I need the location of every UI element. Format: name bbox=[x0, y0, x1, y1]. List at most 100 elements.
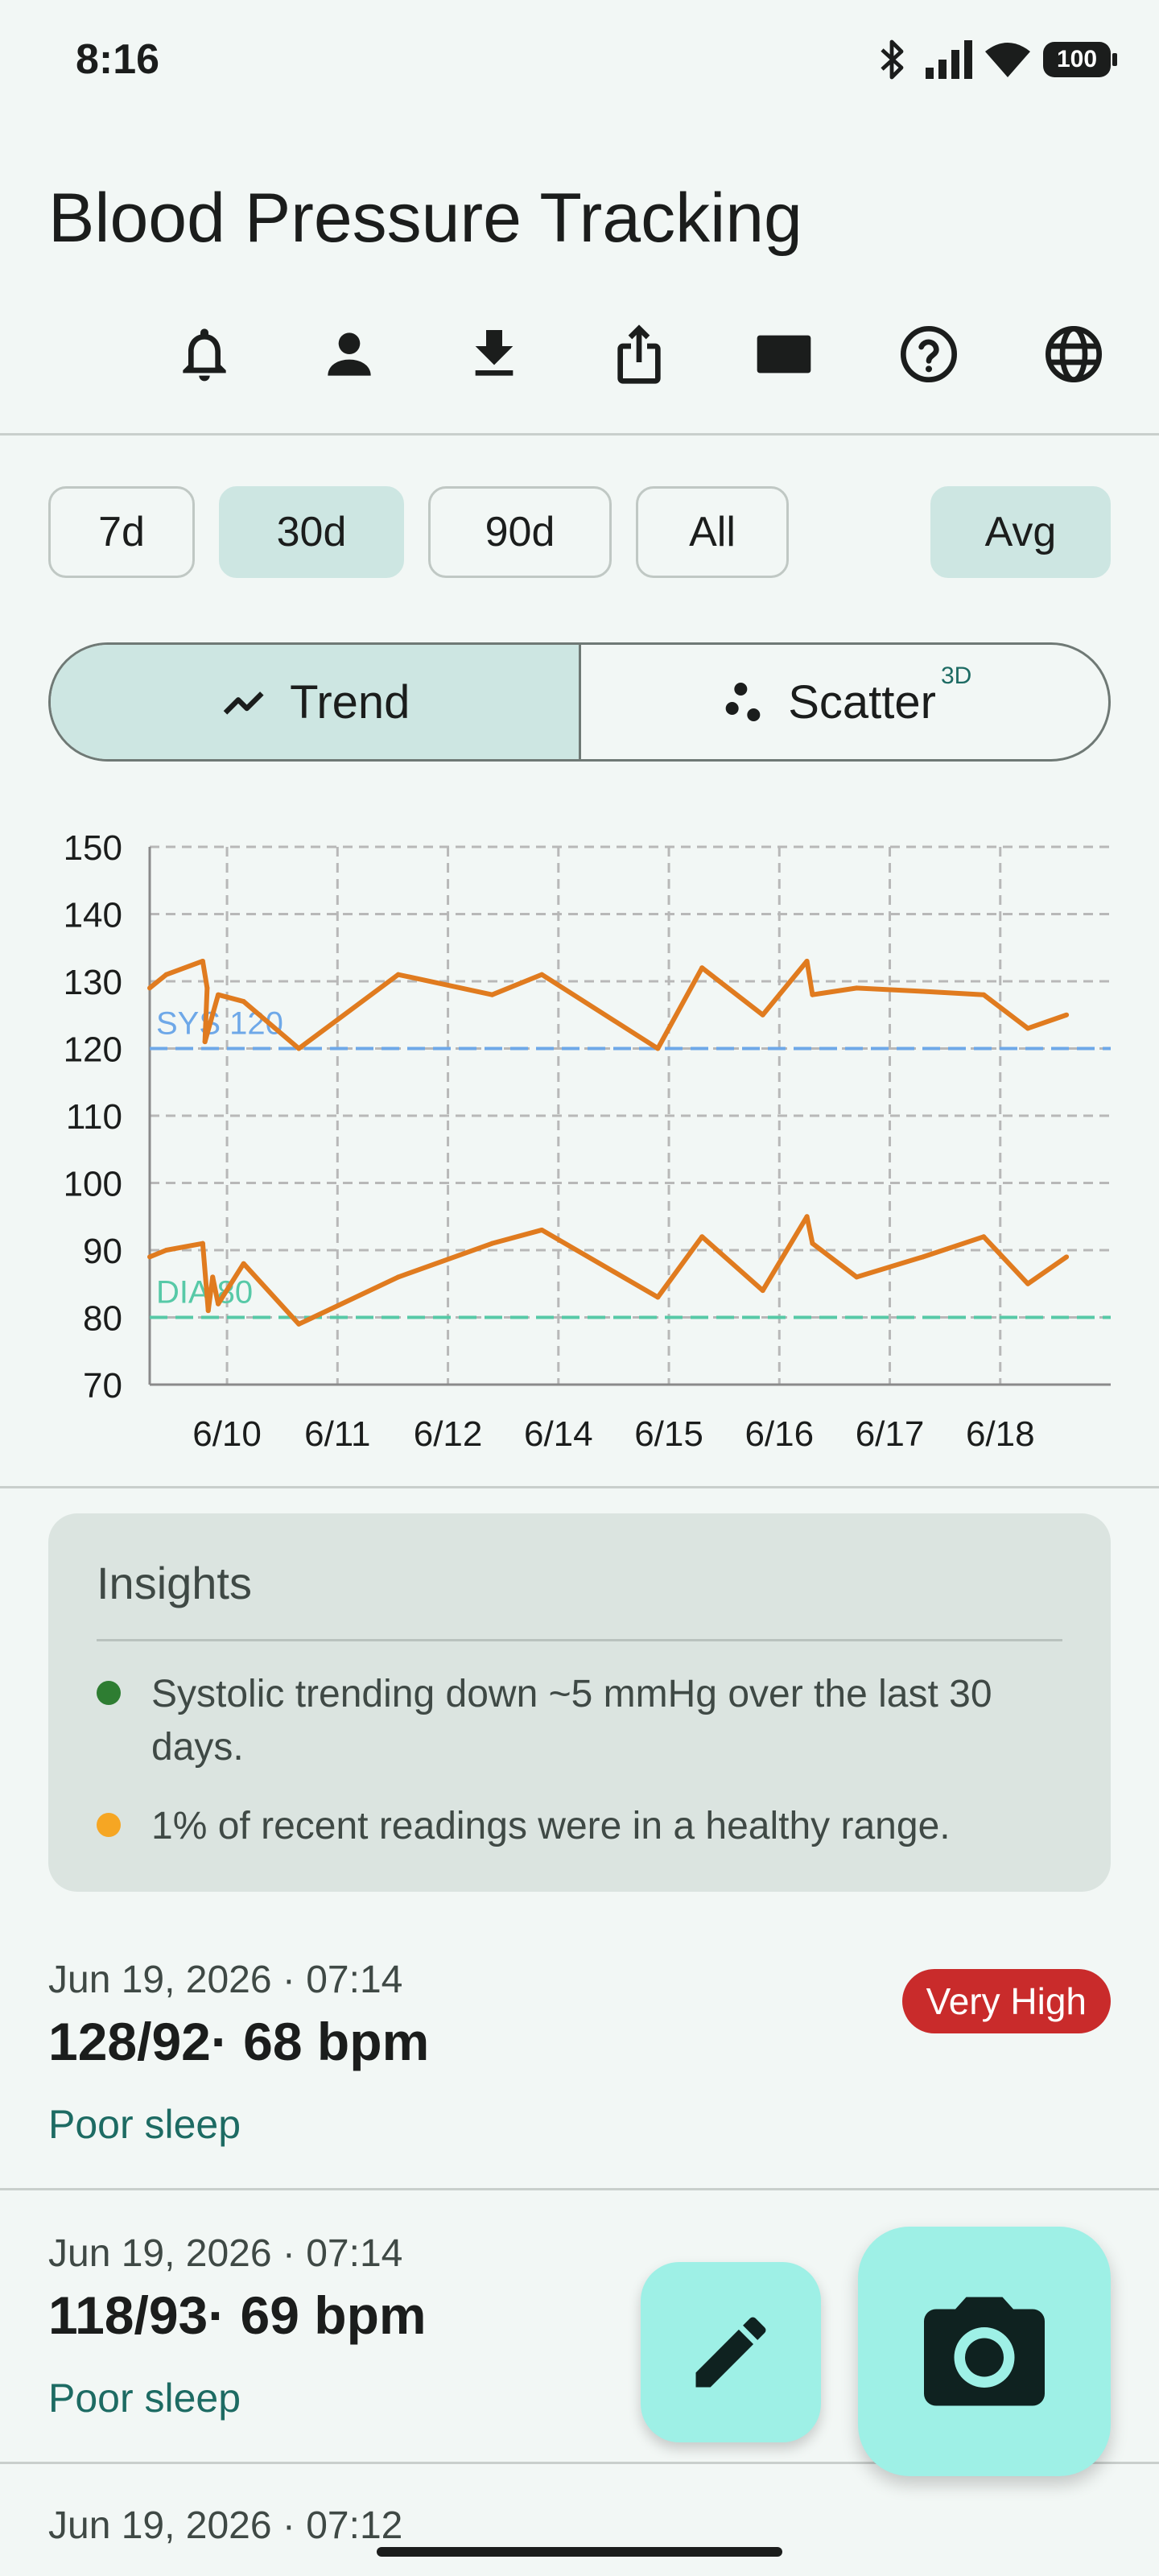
insight-item: 1% of recent readings were in a healthy … bbox=[97, 1800, 1062, 1853]
scatter-tab[interactable]: Scatter 3D bbox=[581, 645, 1109, 759]
data-point bbox=[810, 992, 815, 997]
data-point bbox=[241, 1261, 246, 1266]
y-tick-label: 80 bbox=[83, 1299, 122, 1339]
data-point bbox=[760, 1288, 765, 1294]
notifications-button[interactable] bbox=[164, 314, 245, 394]
data-point bbox=[920, 989, 926, 994]
x-tick-label: 6/10 bbox=[192, 1414, 262, 1454]
toolbar bbox=[0, 314, 1159, 394]
data-point bbox=[981, 992, 987, 997]
reading-date: Jun 19, 2026 · 07:14 bbox=[48, 1959, 403, 2001]
insight-item: Systolic trending down ~5 mmHg over the … bbox=[97, 1668, 1062, 1774]
data-point bbox=[216, 992, 221, 997]
insight-bullet bbox=[97, 1681, 121, 1705]
help-icon bbox=[901, 326, 957, 382]
insights-card: Insights Systolic trending down ~5 mmHg … bbox=[48, 1513, 1111, 1892]
language-button[interactable] bbox=[1033, 314, 1114, 394]
data-point bbox=[810, 1241, 815, 1246]
download-icon bbox=[475, 330, 514, 376]
insight-text: 1% of recent readings were in a healthy … bbox=[151, 1805, 951, 1847]
y-tick-label: 130 bbox=[64, 963, 122, 1002]
data-point bbox=[216, 1301, 221, 1307]
data-point bbox=[981, 1234, 987, 1240]
data-point bbox=[539, 1227, 545, 1232]
data-point bbox=[489, 992, 495, 997]
data-point bbox=[655, 1046, 661, 1051]
data-point bbox=[854, 985, 860, 991]
help-button[interactable] bbox=[889, 314, 969, 394]
gesture-bar bbox=[377, 2547, 782, 2557]
reading-divider bbox=[0, 2462, 1159, 2464]
data-point bbox=[699, 965, 705, 971]
range-30d-button[interactable]: 30d bbox=[219, 486, 404, 578]
insights-title: Insights bbox=[97, 1558, 252, 1608]
chart-divider bbox=[0, 1486, 1159, 1488]
data-point bbox=[804, 1214, 810, 1220]
insight-text: Systolic trending down ~5 mmHg over the … bbox=[151, 1673, 992, 1769]
share-button[interactable] bbox=[599, 314, 679, 394]
reading-list-item[interactable]: Jun 19, 2026 · 07:14 118/93· 69 bpm Poor… bbox=[0, 2231, 1159, 2433]
range-90d-button[interactable]: 90d bbox=[428, 486, 612, 578]
monitor-heart-button[interactable] bbox=[744, 314, 824, 394]
x-tick-label: 6/11 bbox=[304, 1414, 370, 1454]
y-tick-label: 70 bbox=[83, 1366, 122, 1406]
signal-icon bbox=[926, 40, 972, 79]
status-badge: Very High bbox=[901, 1969, 1111, 2033]
person-icon bbox=[328, 332, 371, 376]
data-point bbox=[147, 985, 152, 991]
data-point bbox=[163, 1248, 169, 1253]
data-point bbox=[210, 1274, 216, 1280]
reference-line-label: SYS 120 bbox=[156, 1006, 283, 1042]
reading-divider bbox=[0, 2188, 1159, 2190]
reading-value: 118/93· 69 bpm bbox=[48, 2285, 427, 2345]
data-point bbox=[163, 972, 169, 977]
x-tick-label: 6/12 bbox=[414, 1414, 483, 1454]
profile-button[interactable] bbox=[309, 314, 390, 394]
x-tick-label: 6/18 bbox=[966, 1414, 1035, 1454]
data-point bbox=[200, 958, 205, 964]
series-line bbox=[148, 1214, 1068, 1327]
range-7d-button[interactable]: 7d bbox=[48, 486, 195, 578]
data-point bbox=[539, 972, 545, 977]
data-point bbox=[202, 1039, 208, 1045]
bluetooth-icon bbox=[881, 39, 904, 80]
reading-note: Poor sleep bbox=[48, 2376, 241, 2421]
data-point bbox=[1064, 1012, 1070, 1018]
y-tick-label: 140 bbox=[64, 896, 122, 935]
status-time: 8:16 bbox=[76, 36, 160, 83]
monitor-heart-icon bbox=[757, 335, 811, 374]
reading-date: Jun 19, 2026 · 07:12 bbox=[48, 2504, 403, 2547]
data-point bbox=[200, 1241, 205, 1246]
y-tick-label: 100 bbox=[64, 1165, 122, 1204]
y-tick-label: 90 bbox=[83, 1232, 122, 1271]
download-button[interactable] bbox=[454, 314, 534, 394]
y-tick-label: 110 bbox=[66, 1097, 122, 1137]
scatter-icon bbox=[725, 683, 761, 721]
trending-icon bbox=[223, 691, 264, 715]
reading-date: Jun 19, 2026 · 07:14 bbox=[48, 2232, 403, 2275]
reading-list-item[interactable]: Jun 19, 2026 · 07:12 bbox=[0, 2504, 1159, 2552]
trend-tab[interactable]: Trend bbox=[51, 645, 581, 759]
globe-icon bbox=[1046, 326, 1102, 382]
data-point bbox=[655, 1294, 661, 1300]
camera-fab[interactable] bbox=[858, 2227, 1111, 2476]
view-toggle: Trend Scatter 3D bbox=[48, 642, 1111, 762]
wifi-icon bbox=[985, 43, 1030, 77]
edit-icon bbox=[695, 2317, 766, 2388]
data-point bbox=[699, 1234, 705, 1240]
insights-divider bbox=[97, 1639, 1062, 1641]
scatter-tab-label: Scatter 3D bbox=[788, 663, 972, 729]
data-point bbox=[205, 1308, 211, 1314]
series-line bbox=[148, 958, 1068, 1051]
data-point bbox=[760, 1012, 765, 1018]
range-all-button[interactable]: All bbox=[636, 486, 789, 578]
edit-fab[interactable] bbox=[641, 2262, 821, 2442]
data-point bbox=[241, 999, 246, 1005]
reading-list-item[interactable]: Jun 19, 2026 · 07:14 128/92· 68 bpm Poor… bbox=[0, 1958, 1159, 2159]
camera-icon bbox=[924, 2297, 1045, 2406]
scatter-3d-badge: 3D bbox=[940, 663, 972, 690]
data-point bbox=[489, 1241, 495, 1246]
avg-toggle-button[interactable]: Avg bbox=[930, 486, 1111, 578]
data-point bbox=[920, 1254, 926, 1260]
data-point bbox=[296, 1321, 302, 1327]
